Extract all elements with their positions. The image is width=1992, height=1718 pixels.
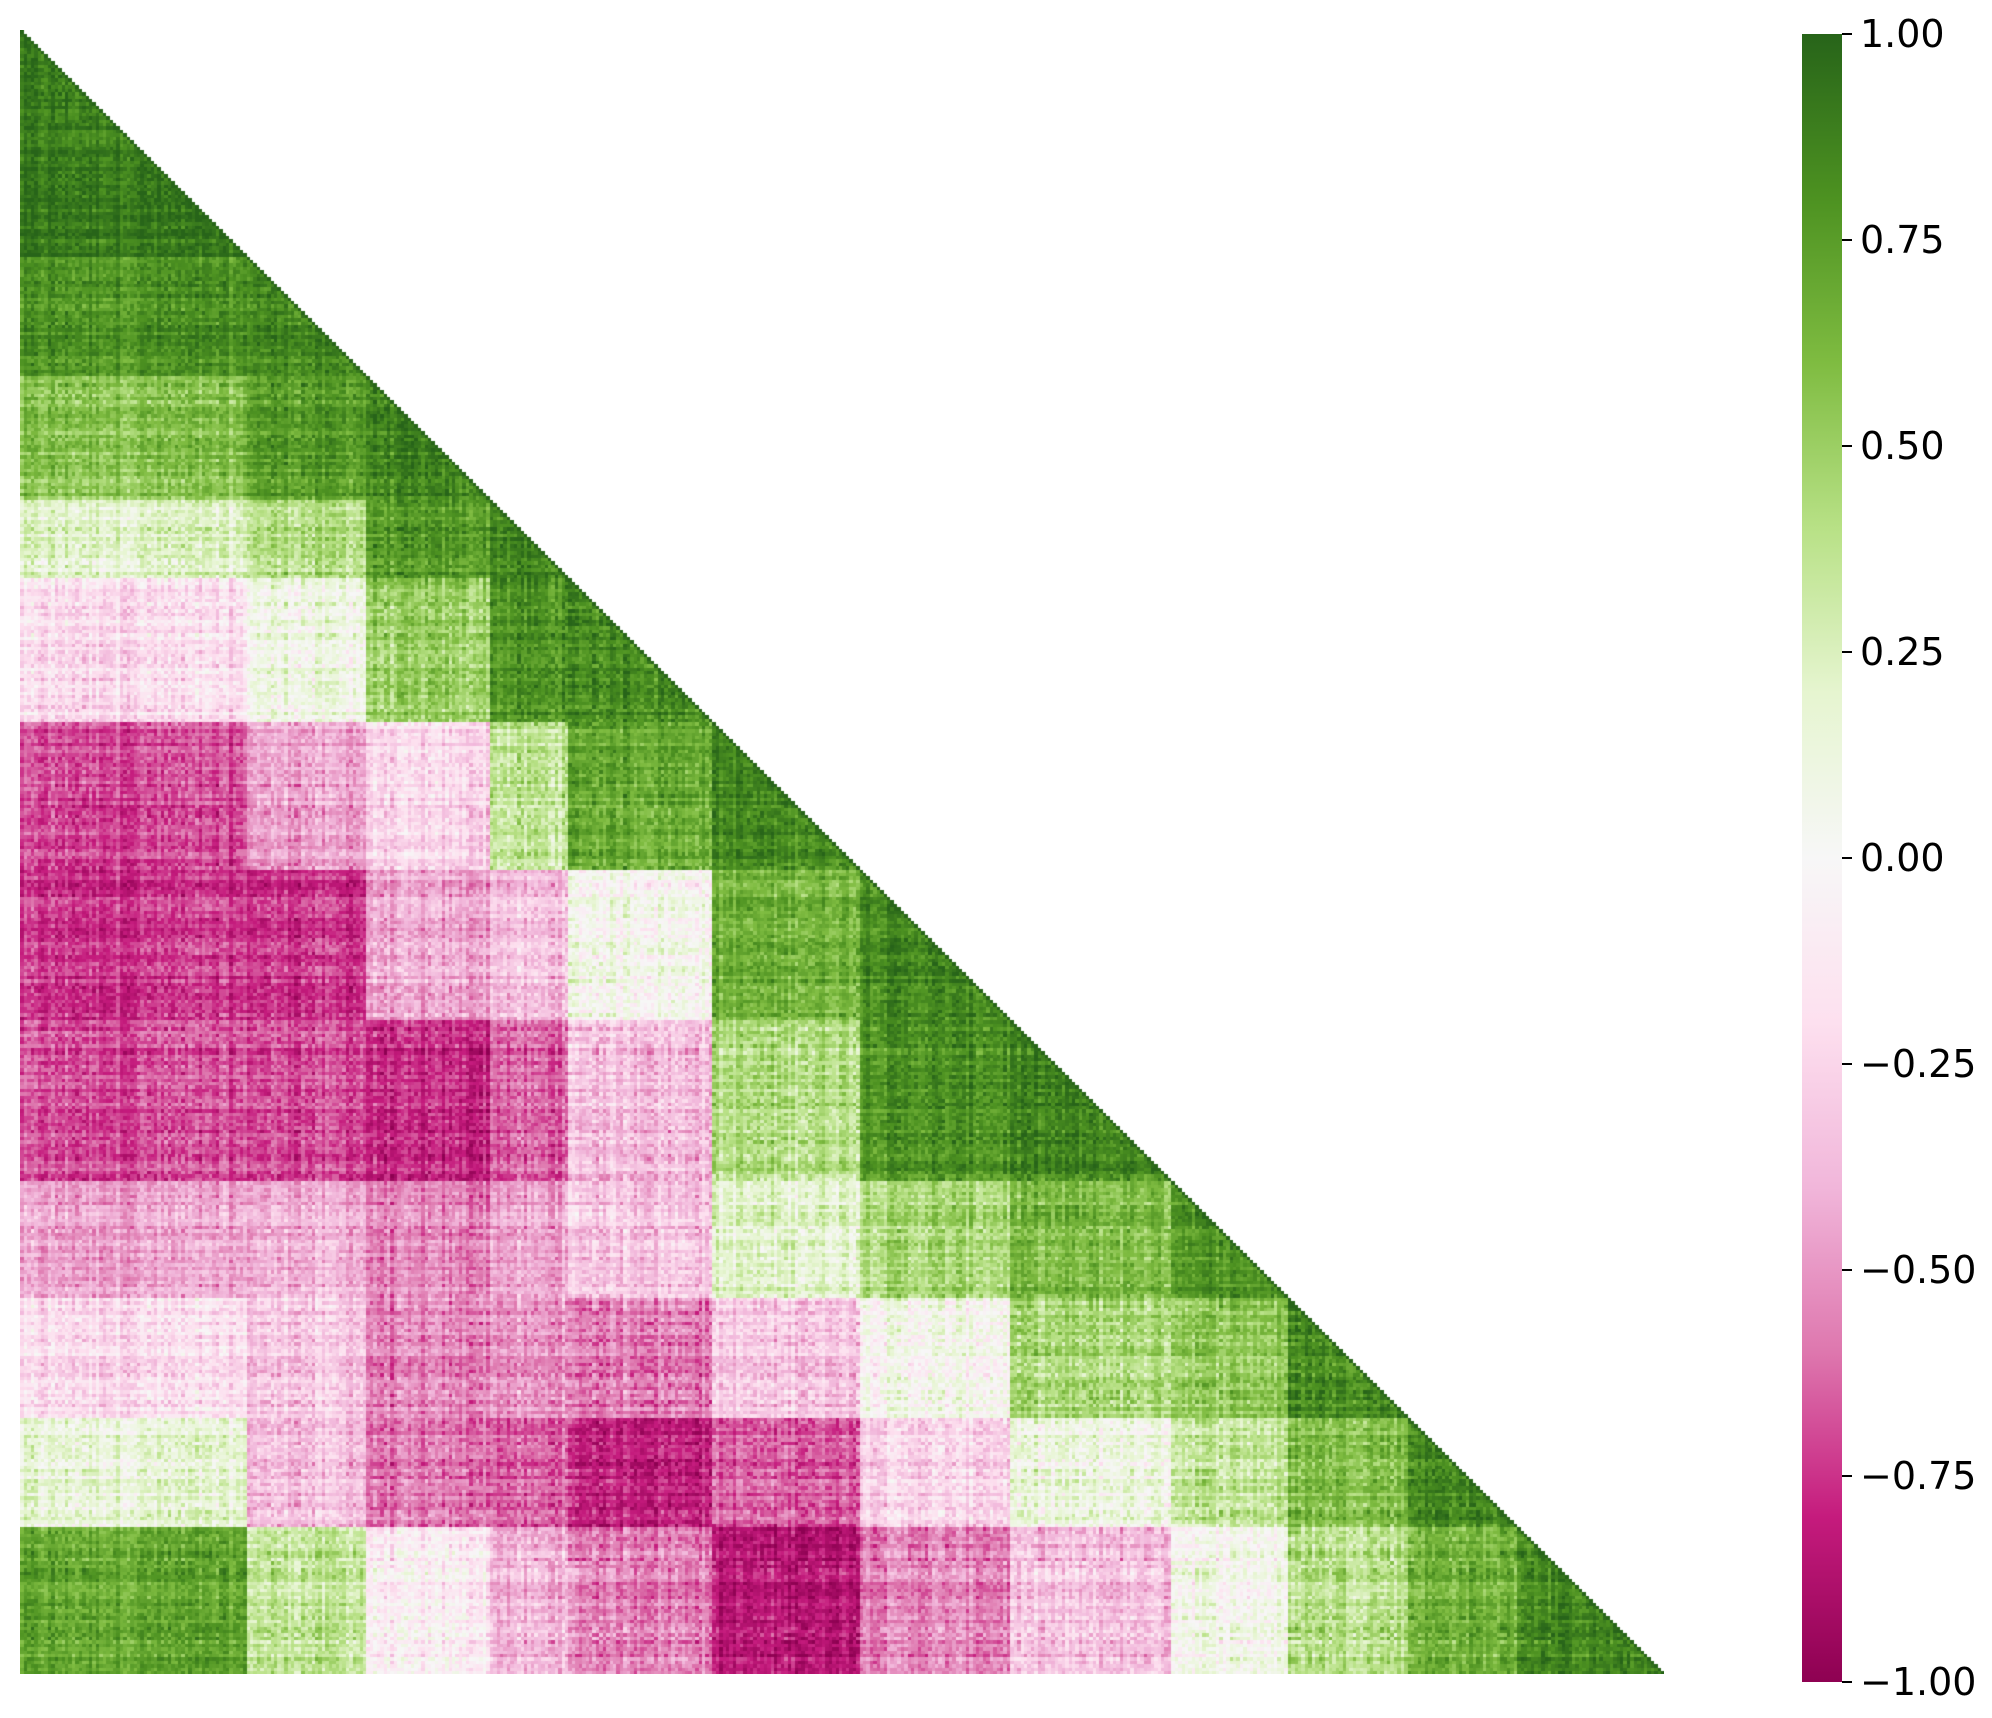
colorbar-tick-label: −1.00 [1860,1660,1976,1704]
colorbar-tick-label: 0.50 [1860,424,1945,468]
colorbar-ticks: 1.00 0.75 0.50 0.25 0.00 −0.25 −0.50 −0.75 −1.00 [1842,12,1976,1704]
colorbar-tick-label: −0.75 [1860,1454,1976,1498]
colorbar-tick-label: 1.00 [1860,12,1945,56]
heatmap-lower-triangle [20,30,1664,1674]
colorbar-gradient [1802,34,1842,1682]
colorbar-tick-label: 0.00 [1860,836,1945,880]
colorbar-tick-label: −0.50 [1860,1248,1976,1292]
colorbar-tick-label: 0.75 [1860,218,1945,262]
colorbar-tick-label: 0.25 [1860,630,1945,674]
colorbar-tick-label: −0.25 [1860,1042,1976,1086]
